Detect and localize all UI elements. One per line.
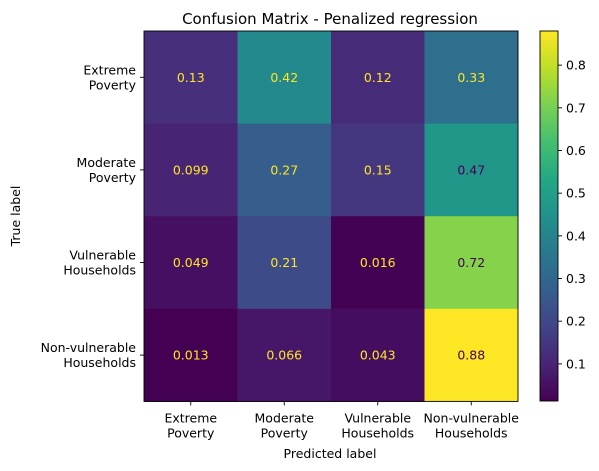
colorbar-tick-label: 0.2: [566, 314, 586, 329]
cell-value-label: 0.043: [360, 348, 396, 363]
cell-value-label: 0.72: [457, 255, 485, 270]
y-tick-label: Moderate Poverty: [77, 155, 137, 185]
x-tick-label: Non-vulnerable Households: [424, 410, 520, 440]
colorbar-tick-label: 0.3: [566, 271, 586, 286]
cell-value-label: 0.27: [270, 162, 298, 177]
y-axis-label: True label: [8, 186, 23, 248]
heatmap-cell: [424, 31, 519, 125]
cell-value-label: 0.33: [457, 70, 485, 85]
colorbar-tick-label: 0.5: [566, 186, 586, 201]
heatmap-cell: [237, 308, 332, 402]
cell-value-label: 0.42: [270, 70, 298, 85]
cell-value-label: 0.013: [173, 348, 209, 363]
heatmap-cell: [424, 308, 519, 402]
cell-value-label: 0.88: [457, 348, 485, 363]
cell-value-label: 0.21: [270, 255, 298, 270]
y-axis-ticks: Extreme Poverty Moderate Poverty Vulnerable H…: [41, 62, 144, 370]
heatmap-cell: [144, 216, 238, 310]
cell-value-label: 0.47: [457, 162, 485, 177]
heatmap-cell: [144, 123, 238, 217]
heatmap-cell: [237, 123, 332, 217]
cell-value-label: 0.049: [173, 255, 209, 270]
heatmap-cell: [331, 123, 425, 217]
y-tick-label: Non-vulnerable Households: [41, 340, 137, 370]
x-tick-label: Vulnerable Households: [341, 410, 414, 440]
y-tick-label: Extreme Poverty: [83, 62, 136, 92]
heatmap-cell: [424, 216, 519, 310]
plot-frame: [143, 30, 519, 402]
heatmap-cell: [144, 31, 238, 125]
x-tick-label: Extreme Poverty: [164, 410, 217, 440]
colorbar: [540, 31, 558, 401]
chart-title: Confusion Matrix - Penalized regression: [182, 10, 478, 28]
heatmap-cells: [144, 31, 519, 402]
x-axis-label: Predicted label: [284, 446, 377, 461]
cell-value-label: 0.016: [360, 255, 396, 270]
colorbar-tick-label: 0.7: [566, 100, 586, 115]
heatmap-cell: [331, 308, 425, 402]
heatmap-cell: [331, 216, 425, 310]
colorbar-tick-label: 0.8: [566, 58, 586, 73]
colorbar-ticks: 0.1 0.2 0.3 0.4 0.5 0.6 0.7 0.8: [558, 58, 586, 371]
cell-value-label: 0.066: [266, 348, 302, 363]
cell-value-label: 0.12: [364, 70, 392, 85]
heatmap-cell: [237, 31, 332, 125]
cell-value-label: 0.13: [177, 70, 205, 85]
x-axis-ticks: Extreme Poverty Moderate Poverty Vulnerable H…: [164, 401, 519, 440]
colorbar-tick-label: 0.1: [566, 356, 586, 371]
colorbar-tick-label: 0.4: [566, 228, 586, 243]
y-tick-label: Vulnerable Households: [63, 248, 136, 278]
heatmap-cell: [144, 308, 238, 402]
heatmap-cell: [237, 216, 332, 310]
colorbar-frame: [539, 30, 559, 402]
heatmap-cell: [424, 123, 519, 217]
cell-value-label: 0.099: [173, 162, 209, 177]
colorbar-tick-label: 0.6: [566, 143, 586, 158]
heatmap-cell: [331, 31, 425, 125]
x-tick-label: Moderate Poverty: [255, 410, 315, 440]
heatmap-cell-labels: 0.13 0.42 0.12 0.33 0.099 0.27 0.15 0.47 0.049 0.…: [173, 70, 485, 363]
cell-value-label: 0.15: [364, 162, 392, 177]
